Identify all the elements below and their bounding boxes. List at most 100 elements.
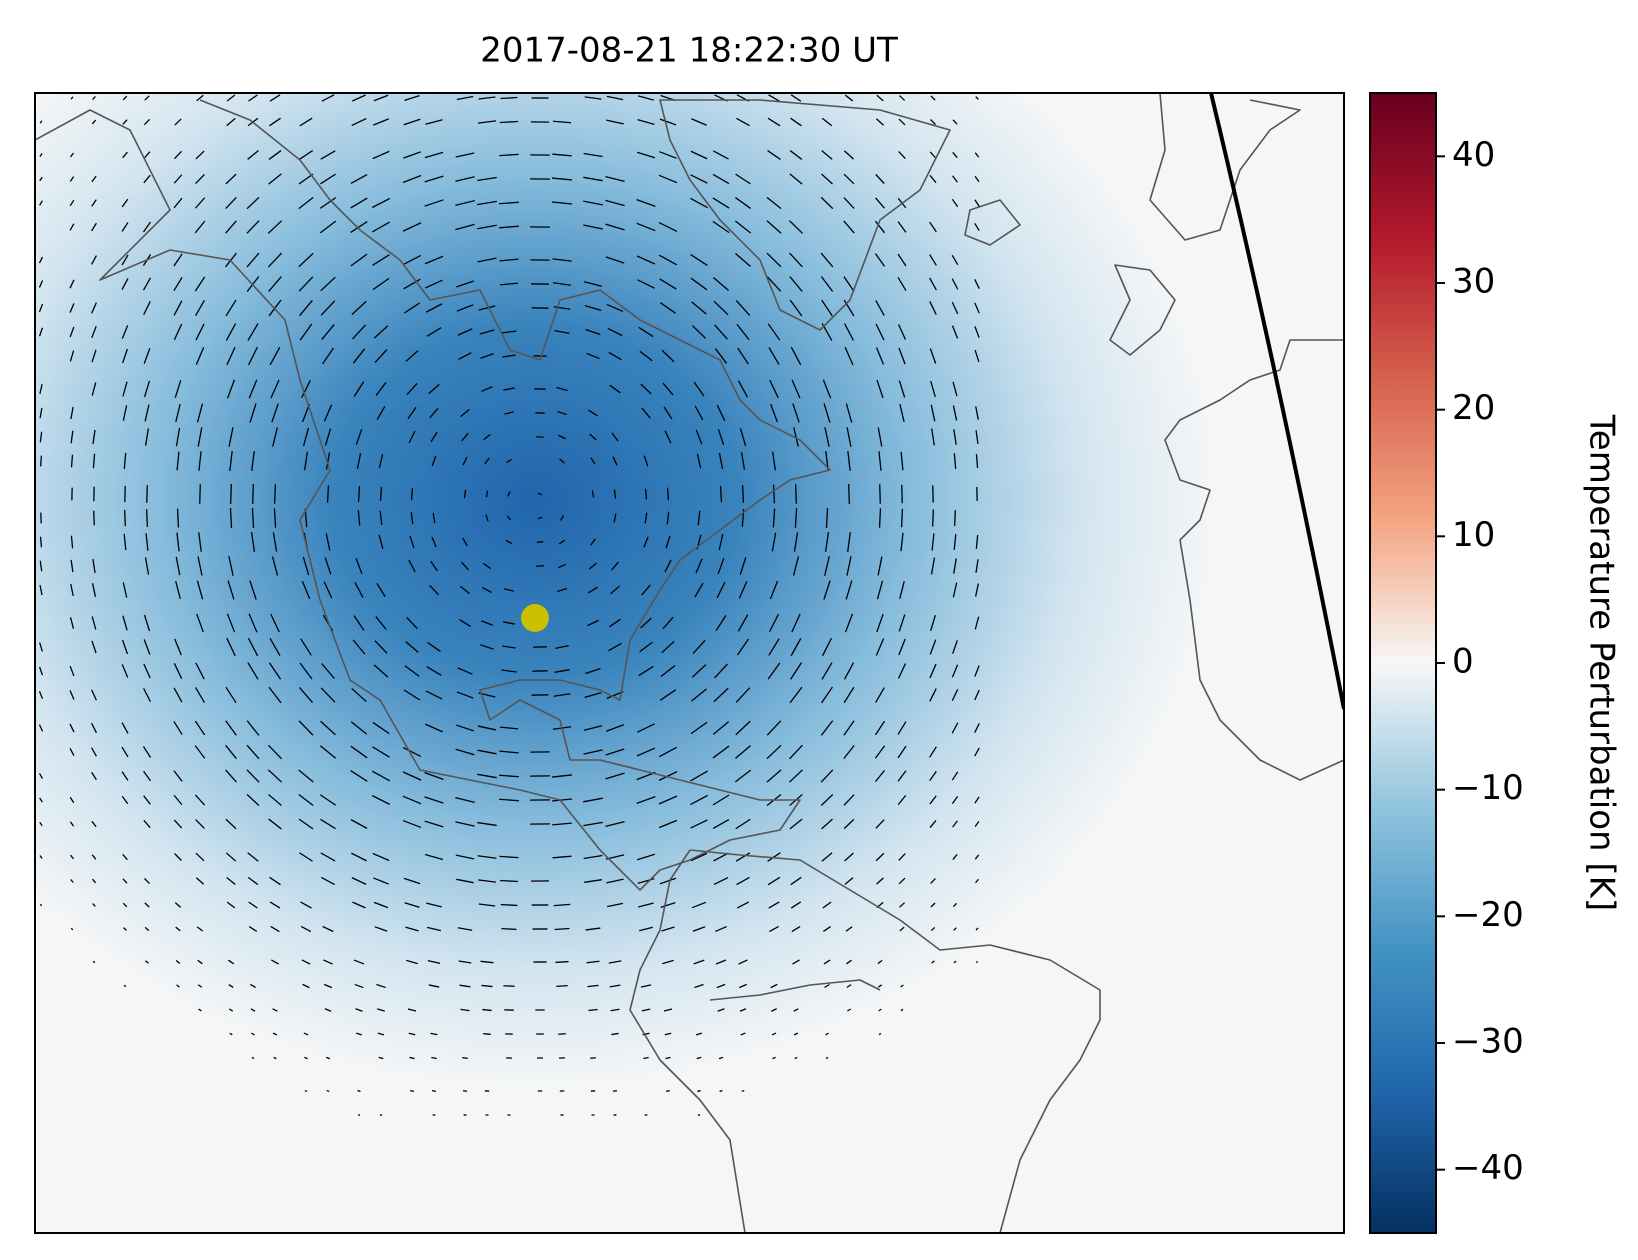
wind-vector	[790, 901, 802, 909]
wind-vector	[737, 614, 749, 632]
wind-vector	[272, 1032, 278, 1036]
wind-vector	[640, 984, 652, 988]
wind-vector	[660, 664, 676, 678]
wind-vector	[39, 407, 43, 419]
wind-vector	[39, 855, 43, 859]
wind-vector	[557, 587, 567, 593]
wind-vector	[951, 198, 959, 208]
wind-vector	[39, 536, 43, 548]
wind-vector	[123, 452, 127, 470]
wind-vector	[39, 642, 43, 652]
wind-vector	[144, 95, 150, 101]
wind-vector	[642, 1032, 650, 1036]
wind-vector	[501, 927, 517, 931]
wind-vector	[506, 458, 512, 464]
wind-vector	[691, 664, 707, 678]
wind-vector	[713, 687, 729, 703]
wind-vector	[666, 487, 670, 501]
wind-vector	[272, 427, 278, 447]
wind-vector	[712, 818, 730, 830]
wind-vector	[403, 278, 421, 290]
wind-vector	[376, 582, 386, 598]
wind-vector	[846, 427, 852, 447]
wind-vector	[552, 774, 572, 778]
wind-vector	[583, 797, 603, 803]
wind-vector	[38, 690, 44, 700]
wind-vector	[402, 174, 422, 184]
wind-vector	[900, 451, 904, 471]
wind-vector	[583, 152, 603, 158]
wind-vector	[350, 221, 368, 233]
wind-vector	[268, 276, 282, 292]
wind-vector	[175, 427, 181, 447]
wind-vector	[173, 253, 183, 267]
wind-vector	[974, 583, 980, 597]
wind-vector	[951, 771, 959, 781]
wind-vector	[91, 119, 97, 125]
wind-vector	[324, 1008, 332, 1012]
wind-vector	[301, 580, 311, 600]
wind-vector	[847, 1008, 851, 1012]
wind-vector	[975, 96, 979, 100]
wind-vector	[878, 508, 882, 528]
wind-vector	[430, 560, 438, 572]
wind-vector	[661, 349, 675, 363]
wind-vector	[716, 404, 726, 422]
wind-vector	[878, 451, 882, 471]
wind-vector	[91, 199, 97, 207]
colorbar-tick-label: −30	[1452, 1022, 1524, 1062]
wind-vector	[504, 588, 514, 592]
wind-vector	[792, 959, 800, 965]
wind-vector	[175, 926, 181, 932]
wind-vector	[122, 902, 128, 908]
wind-vector	[377, 1032, 385, 1036]
wind-vector	[372, 254, 390, 266]
wind-vector	[791, 613, 801, 633]
wind-vector	[975, 430, 979, 444]
wind-vector	[300, 901, 312, 909]
wind-vector	[299, 852, 313, 862]
wind-vector	[477, 224, 497, 230]
wind-vector	[931, 509, 935, 527]
wind-vector	[319, 220, 337, 234]
wind-vector	[770, 403, 778, 423]
wind-vector	[478, 305, 496, 311]
wind-vector	[712, 794, 730, 806]
wind-vector	[225, 720, 237, 736]
wind-vector	[583, 725, 603, 731]
wind-vector	[195, 662, 205, 680]
wind-vector	[823, 959, 831, 965]
wind-vector	[91, 325, 97, 339]
wind-vector	[875, 638, 885, 656]
wind-vector	[736, 901, 750, 909]
wind-vector	[875, 347, 885, 365]
wind-vector	[272, 1008, 278, 1012]
wind-vector	[90, 722, 98, 734]
wind-vector	[975, 559, 979, 573]
wind-vector	[736, 876, 750, 886]
wind-vector	[355, 1008, 363, 1012]
wind-vector	[69, 199, 75, 207]
wind-vector	[352, 348, 366, 364]
wind-vector	[199, 484, 201, 504]
wind-vector	[91, 771, 97, 781]
wind-vector	[70, 152, 74, 158]
wind-vector	[477, 257, 497, 263]
wind-vector	[768, 613, 780, 633]
wind-vector	[789, 299, 803, 317]
wind-vector	[38, 666, 44, 676]
wind-vector	[712, 220, 730, 234]
wind-vector	[553, 903, 571, 907]
wind-vector	[974, 689, 980, 701]
wind-vector	[899, 581, 905, 599]
wind-vector	[663, 1008, 673, 1012]
wind-vector	[877, 984, 883, 988]
wind-vector	[424, 151, 444, 159]
wind-vector	[482, 562, 492, 570]
wind-vector	[38, 280, 44, 288]
wind-vector	[352, 901, 366, 909]
colorbar-tick-label: −40	[1452, 1148, 1524, 1188]
wind-vector	[954, 510, 956, 526]
wind-vector	[270, 613, 280, 633]
wind-vector	[789, 818, 803, 830]
